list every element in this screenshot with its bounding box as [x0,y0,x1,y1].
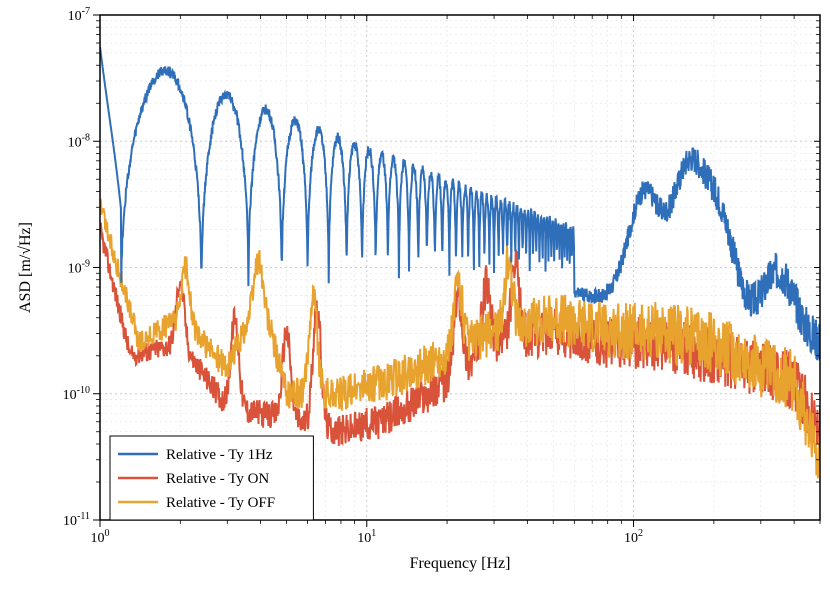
y-tick-label: 10-7 [68,6,90,24]
x-tick-label: 102 [624,528,643,546]
x-tick-label: 100 [91,528,110,546]
y-tick-label: 10-11 [63,511,90,529]
y-axis-label: ASD [m/√Hz] [17,222,34,313]
y-tick-label: 10-8 [68,132,90,150]
y-tick-label: 10-9 [68,259,90,277]
chart-svg: 100 101 102 10-11 10-10 10-9 10-8 10-7 Frequency… [0,0,830,590]
spectrum-chart: 100 101 102 10-11 10-10 10-9 10-8 10-7 Frequency… [0,0,830,590]
legend-label: Relative - Ty 1Hz [166,447,273,463]
x-axis-label: Frequency [Hz] [410,555,511,572]
legend-label: Relative - Ty OFF [166,495,275,511]
y-tick-label: 10-10 [63,385,90,403]
legend-label: Relative - Ty ON [166,471,269,487]
x-tick-label: 101 [357,528,376,546]
